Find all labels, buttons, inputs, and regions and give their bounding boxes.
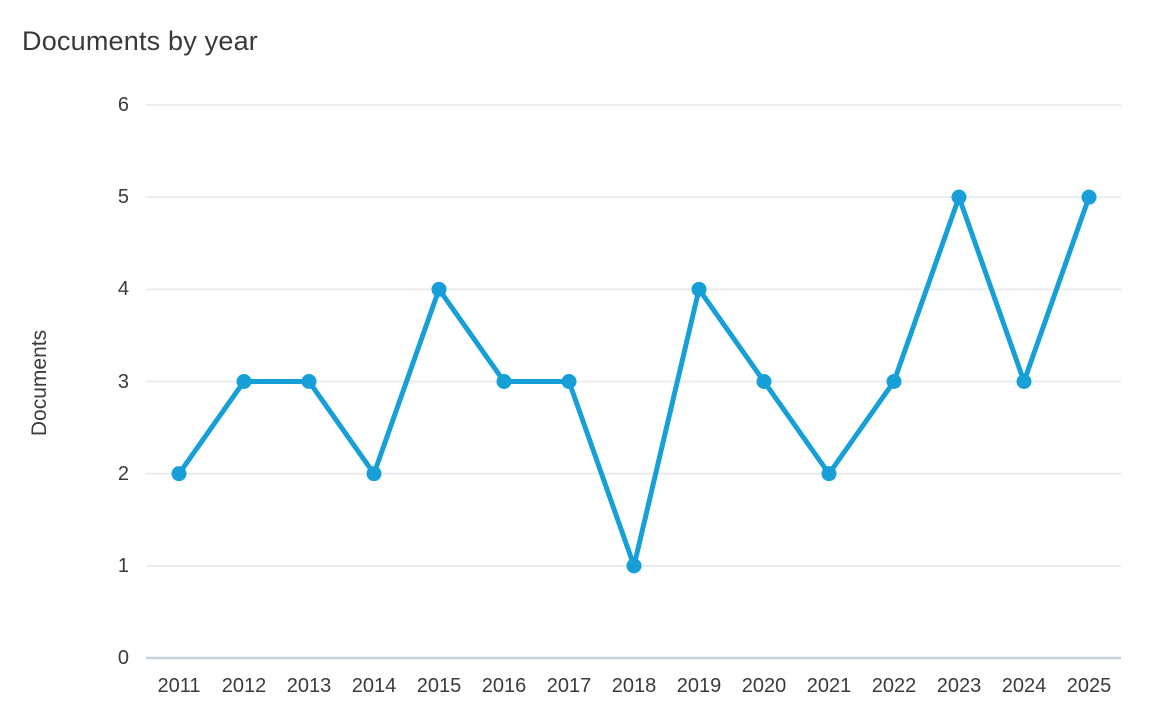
y-tick-label-0: 0 — [117, 647, 129, 669]
x-tick-label-2020: 2020 — [741, 675, 787, 697]
data-point-2018[interactable] — [626, 558, 642, 574]
y-tick-label-2: 2 — [117, 462, 129, 485]
x-tick-label-2016: 2016 — [481, 675, 527, 697]
x-tick-label-2025: 2025 — [1066, 675, 1112, 697]
data-point-2017[interactable] — [561, 374, 577, 389]
y-tick-label-6: 6 — [117, 94, 129, 116]
data-point-2013[interactable] — [301, 374, 317, 389]
chart-title: Documents by year — [22, 26, 258, 56]
data-point-2021[interactable] — [821, 466, 837, 482]
data-point-2019[interactable] — [691, 281, 707, 297]
x-tick-label-2012: 2012 — [221, 675, 267, 697]
data-point-2016[interactable] — [496, 374, 512, 389]
y-tick-label-5: 5 — [117, 186, 129, 209]
x-tick-label-2011: 2011 — [157, 675, 201, 697]
x-tick-label-2023: 2023 — [936, 675, 982, 697]
x-tick-label-2015: 2015 — [416, 675, 462, 697]
x-tick-label-2018: 2018 — [611, 675, 657, 697]
data-point-2022[interactable] — [886, 374, 902, 389]
data-point-2011[interactable] — [171, 466, 187, 482]
x-tick-label-2024: 2024 — [1001, 675, 1047, 697]
data-point-2014[interactable] — [366, 466, 382, 482]
x-tick-label-2019: 2019 — [676, 675, 722, 697]
x-tick-label-2021: 2021 — [806, 675, 852, 697]
data-point-2015[interactable] — [431, 281, 447, 297]
x-tick-label-2014: 2014 — [351, 675, 397, 697]
y-tick-label-1: 1 — [117, 554, 129, 577]
x-tick-label-2017: 2017 — [546, 675, 592, 697]
x-tick-label-2022: 2022 — [871, 675, 917, 697]
y-axis-title: Documents — [28, 329, 51, 437]
x-tick-label-2013: 2013 — [286, 675, 332, 697]
data-point-2020[interactable] — [756, 374, 772, 389]
data-point-2025[interactable] — [1081, 189, 1097, 205]
data-point-2012[interactable] — [236, 374, 252, 389]
data-point-2024[interactable] — [1016, 374, 1032, 389]
y-tick-label-3: 3 — [117, 370, 129, 393]
data-point-2023[interactable] — [951, 189, 967, 205]
y-tick-label-4: 4 — [117, 278, 129, 301]
